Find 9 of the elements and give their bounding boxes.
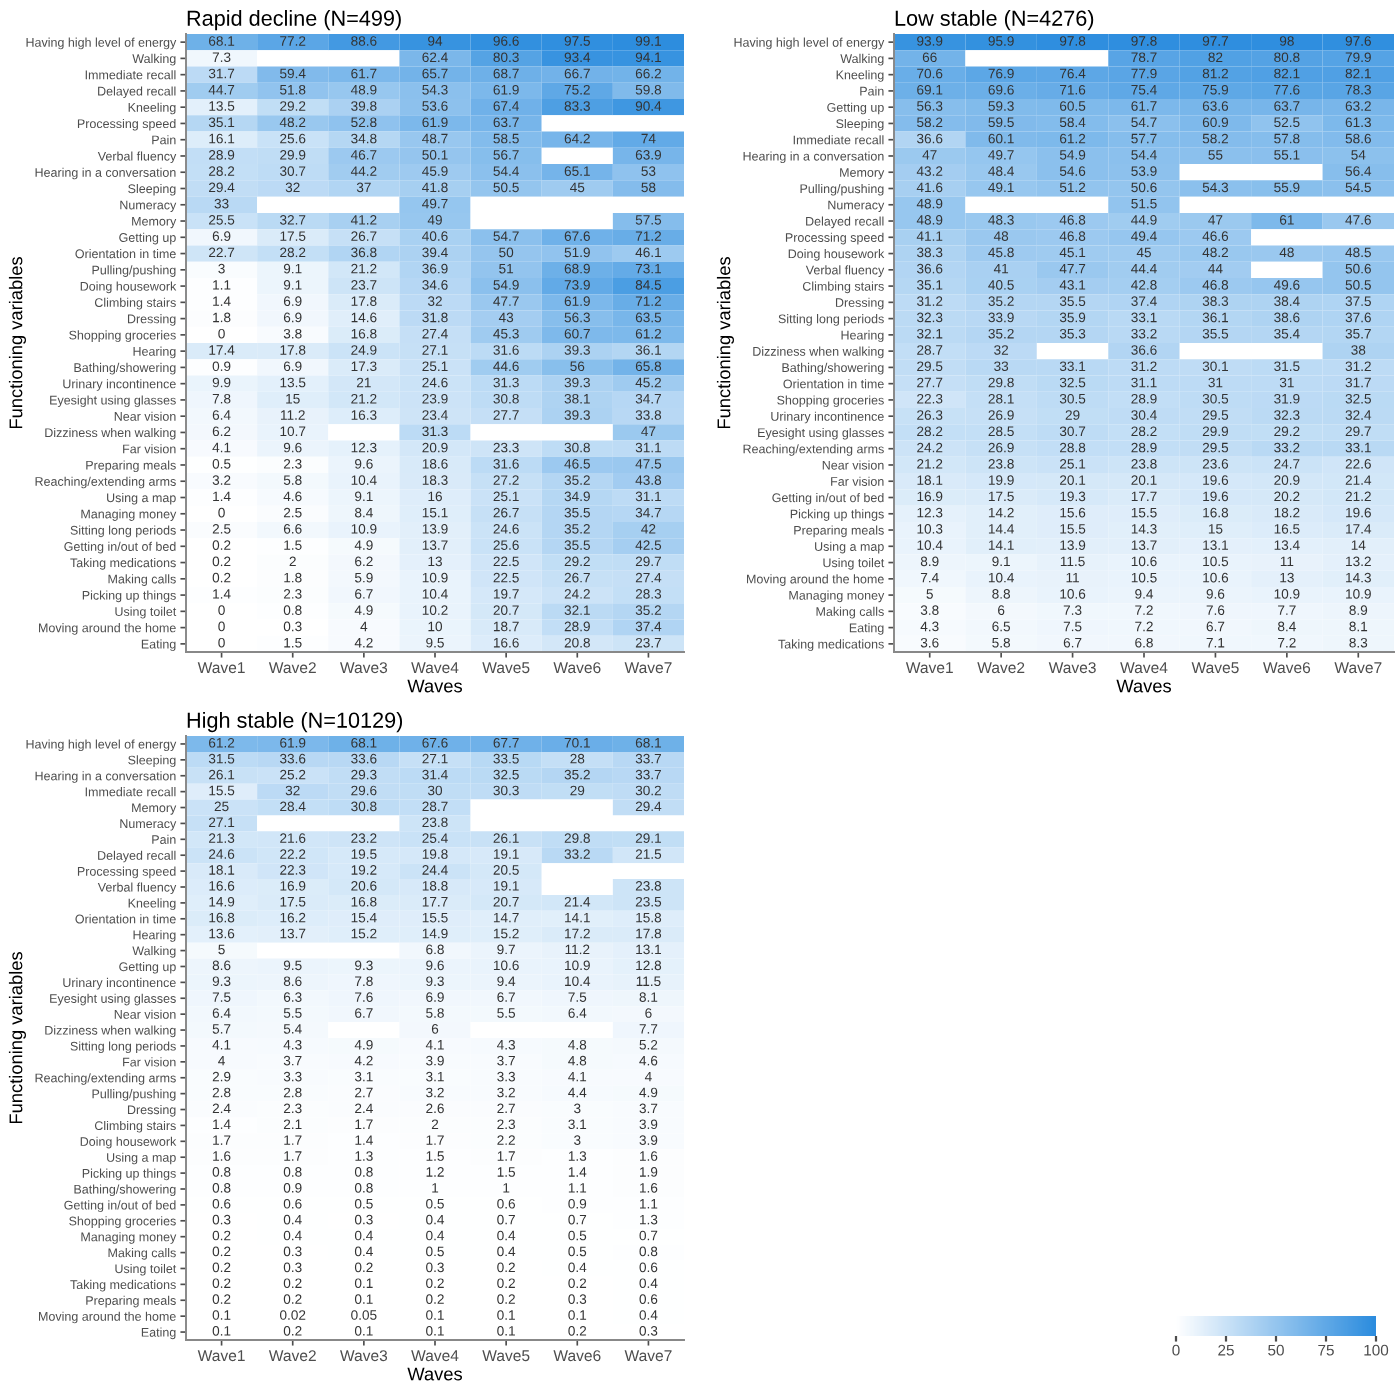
x-axis-title: Waves bbox=[407, 1367, 463, 1381]
y-axis-title: Functioning variables bbox=[8, 257, 26, 429]
y-axis-title: Functioning variables bbox=[716, 257, 734, 429]
chart-title: Rapid decline (N=499) bbox=[187, 9, 401, 31]
x-axis-title: Waves bbox=[1116, 679, 1172, 693]
x-axis-title: Waves bbox=[407, 679, 463, 693]
chart-title: Low stable (N=4276) bbox=[895, 9, 1094, 31]
y-axis-title: Functioning variables bbox=[8, 952, 26, 1124]
chart-title: High stable (N=10129) bbox=[187, 711, 403, 733]
